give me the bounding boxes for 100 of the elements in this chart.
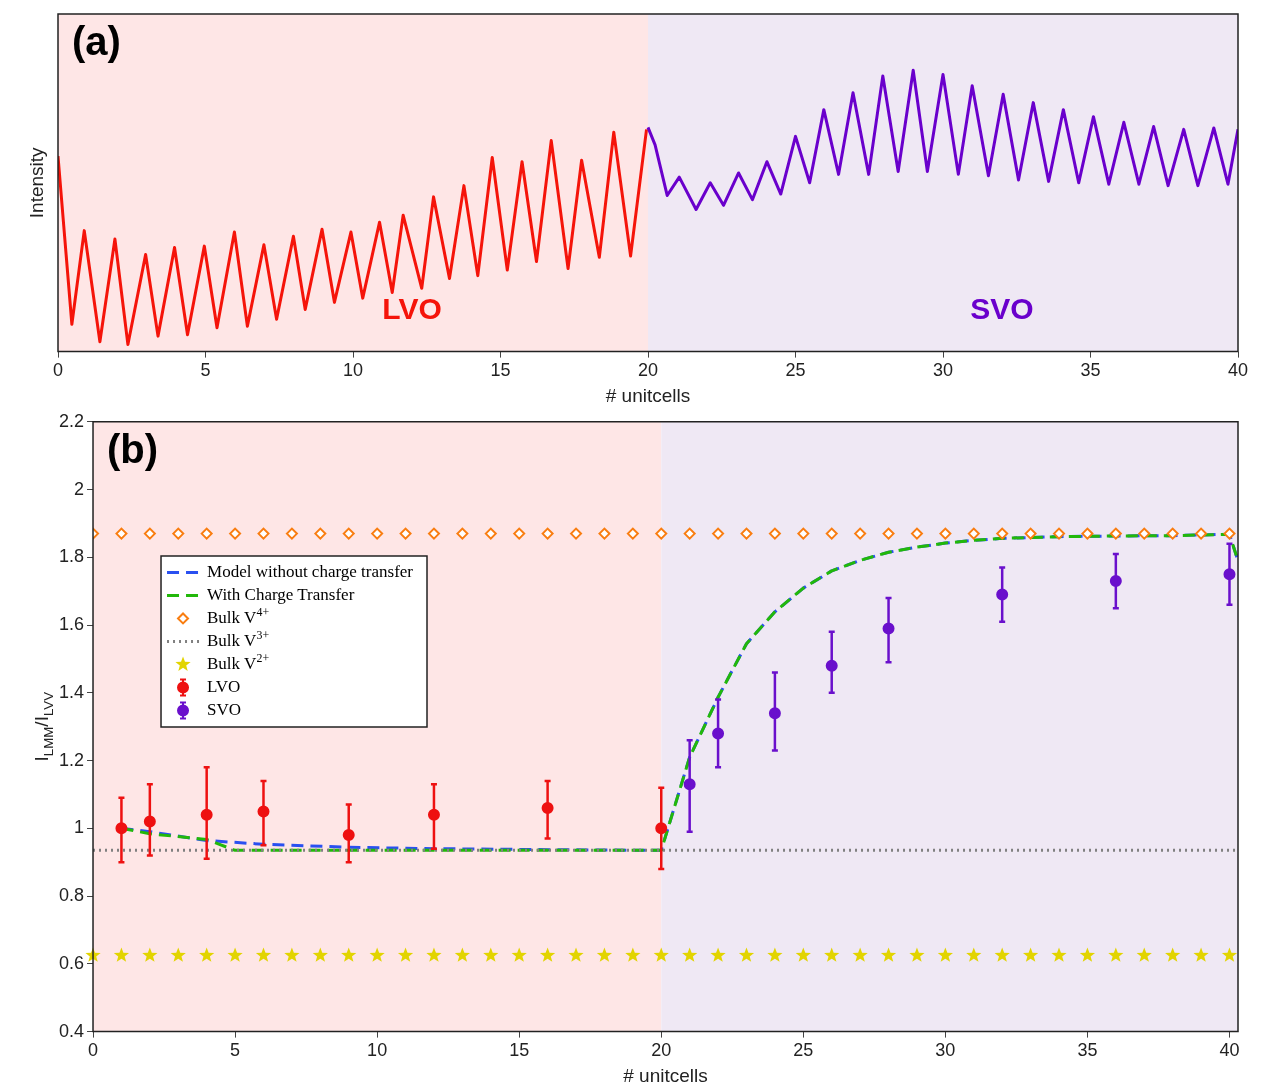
- point: [1109, 527, 1122, 540]
- x-tick-label: 35: [1077, 1040, 1098, 1061]
- point: [1051, 947, 1067, 962]
- y-tick-label: 1.8: [58, 546, 85, 567]
- chart-title: (a): [72, 19, 121, 64]
- point: [797, 527, 810, 540]
- point: [484, 527, 497, 540]
- y-tick-label: 1.4: [58, 681, 85, 702]
- point: [285, 527, 298, 540]
- point: [825, 527, 838, 540]
- point: [1136, 947, 1152, 962]
- point: [199, 947, 215, 962]
- point: [255, 947, 272, 962]
- point: [399, 527, 412, 540]
- point: [115, 527, 128, 540]
- y-axis-title: Intensity: [26, 146, 48, 219]
- point: [795, 947, 811, 962]
- point: [1024, 527, 1037, 540]
- x-tick-label: 20: [651, 1040, 672, 1061]
- point: [1081, 527, 1094, 540]
- band-label: SVO: [970, 292, 1034, 326]
- point: [426, 947, 442, 962]
- point: [227, 947, 243, 962]
- point: [568, 947, 584, 962]
- legend-label: SVO: [207, 699, 242, 719]
- point: [314, 527, 327, 540]
- point: [966, 947, 982, 962]
- point: [1223, 527, 1236, 540]
- point: [427, 527, 440, 540]
- point: [854, 527, 867, 540]
- point: [967, 527, 980, 540]
- point: [456, 527, 469, 540]
- point: [910, 527, 923, 540]
- x-tick-label: 15: [490, 360, 511, 381]
- y-tick-label: 1: [74, 817, 85, 838]
- chart-title: (b): [107, 426, 159, 471]
- point: [767, 947, 783, 962]
- point: [710, 947, 726, 962]
- x-tick-label: 0: [52, 360, 64, 381]
- point: [541, 527, 554, 540]
- y-axis-title: ILMM/ILVV: [31, 691, 57, 762]
- point: [540, 947, 556, 962]
- point: [682, 947, 698, 962]
- point: [371, 527, 384, 540]
- point: [257, 527, 270, 540]
- point: [341, 947, 357, 962]
- point: [1138, 527, 1151, 540]
- point: [824, 947, 840, 962]
- point: [143, 527, 156, 540]
- x-tick-label: 0: [88, 1040, 99, 1061]
- point: [312, 947, 328, 962]
- point: [1221, 947, 1238, 962]
- point: [570, 527, 583, 540]
- point: [454, 947, 470, 962]
- point: [1022, 947, 1039, 962]
- point: [142, 947, 158, 962]
- point: [939, 527, 952, 540]
- point: [937, 947, 953, 962]
- legend-label: LVO: [207, 676, 241, 696]
- y-tick-label: 1.2: [58, 749, 85, 770]
- point: [397, 947, 414, 962]
- point: [1053, 527, 1066, 540]
- x-tick-label: 40: [1219, 1040, 1240, 1061]
- x-tick-label: 10: [342, 360, 364, 381]
- point: [1165, 947, 1181, 962]
- point: [880, 947, 897, 962]
- y-tick-label: 0.4: [58, 1020, 85, 1041]
- point: [625, 947, 641, 962]
- point: [598, 527, 611, 540]
- legend-label: Model without charge transfer: [207, 561, 414, 581]
- point: [996, 527, 1009, 540]
- x-tick-label: 25: [793, 1040, 814, 1061]
- point: [738, 947, 755, 962]
- point: [712, 527, 725, 540]
- point: [483, 947, 499, 962]
- point: [909, 947, 925, 962]
- x-tick-label: 30: [932, 360, 954, 381]
- point: [683, 527, 696, 540]
- point: [655, 527, 668, 540]
- x-axis-title: # unitcells: [623, 1064, 708, 1086]
- x-tick-label: 15: [509, 1040, 530, 1061]
- point: [284, 947, 300, 962]
- point: [113, 947, 130, 962]
- y-tick-label: 0.8: [58, 885, 85, 906]
- x-tick-label: 30: [935, 1040, 956, 1061]
- point: [596, 947, 613, 962]
- x-tick-label: 35: [1080, 360, 1101, 381]
- x-tick-label: 5: [200, 360, 211, 381]
- y-tick-label: 2: [74, 478, 85, 499]
- point: [740, 527, 753, 540]
- x-tick-label: 10: [367, 1040, 388, 1061]
- point: [172, 527, 185, 540]
- legend-label: With Charge Transfer: [207, 584, 355, 604]
- x-tick-label: 25: [785, 360, 806, 381]
- x-axis-title: # unitcells: [605, 384, 691, 406]
- point: [852, 947, 868, 962]
- band-label: LVO: [382, 292, 442, 326]
- point: [653, 947, 669, 962]
- x-tick-label: 20: [637, 360, 659, 381]
- point: [170, 947, 186, 962]
